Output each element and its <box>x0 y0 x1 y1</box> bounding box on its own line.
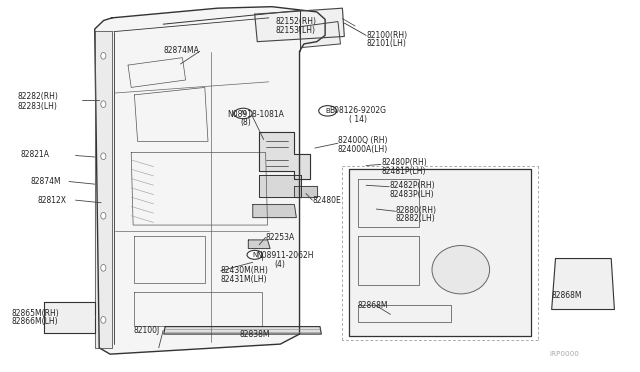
Text: N08918-1081A: N08918-1081A <box>227 110 284 119</box>
Polygon shape <box>259 175 301 197</box>
Polygon shape <box>294 186 317 197</box>
Text: 82152(RH): 82152(RH) <box>275 17 316 26</box>
Text: 82882(LH): 82882(LH) <box>396 214 435 223</box>
Text: 82868M: 82868M <box>357 301 388 310</box>
Text: 82866M(LH): 82866M(LH) <box>12 317 58 326</box>
Text: 82481P(LH): 82481P(LH) <box>381 167 426 176</box>
Text: 82100J: 82100J <box>133 326 159 335</box>
Ellipse shape <box>101 101 106 108</box>
Polygon shape <box>253 205 296 218</box>
Text: 82868M: 82868M <box>552 291 582 300</box>
Text: 82153(LH): 82153(LH) <box>275 26 315 35</box>
Text: 82483P(LH): 82483P(LH) <box>389 190 434 199</box>
Circle shape <box>234 108 252 119</box>
Polygon shape <box>164 327 321 334</box>
Text: B: B <box>325 108 330 114</box>
Text: 82482P(RH): 82482P(RH) <box>389 181 435 190</box>
Text: (8): (8) <box>240 118 251 127</box>
Ellipse shape <box>101 264 106 271</box>
Text: 82431M(LH): 82431M(LH) <box>221 275 268 284</box>
Text: 82838M: 82838M <box>240 330 271 339</box>
Text: 82874M: 82874M <box>31 177 61 186</box>
Polygon shape <box>259 132 310 179</box>
Text: N: N <box>252 252 257 258</box>
Polygon shape <box>255 8 344 42</box>
Text: 82865M(RH): 82865M(RH) <box>12 309 60 318</box>
Text: 82480E: 82480E <box>312 196 341 205</box>
Circle shape <box>319 106 337 116</box>
Text: B08126-9202G: B08126-9202G <box>330 106 387 115</box>
Text: 82282(RH): 82282(RH) <box>18 92 59 101</box>
Text: 824000A(LH): 824000A(LH) <box>338 145 388 154</box>
Text: 82100(RH): 82100(RH) <box>366 31 407 40</box>
Ellipse shape <box>101 212 106 219</box>
Ellipse shape <box>101 52 106 59</box>
Polygon shape <box>349 169 531 336</box>
Polygon shape <box>552 259 614 310</box>
Circle shape <box>247 250 262 259</box>
Text: 82430M(RH): 82430M(RH) <box>221 266 269 275</box>
Text: N: N <box>241 110 246 116</box>
Text: 82283(LH): 82283(LH) <box>18 102 58 110</box>
Text: 82480P(RH): 82480P(RH) <box>381 158 427 167</box>
Ellipse shape <box>432 246 490 294</box>
Text: N08911-2062H: N08911-2062H <box>256 251 314 260</box>
Text: 82812X: 82812X <box>37 196 66 205</box>
Polygon shape <box>95 7 325 354</box>
Text: 82400Q (RH): 82400Q (RH) <box>338 136 387 145</box>
Text: iRP0000: iRP0000 <box>549 351 579 357</box>
Text: 82821A: 82821A <box>20 150 49 159</box>
Ellipse shape <box>101 153 106 160</box>
Text: 82880(RH): 82880(RH) <box>396 206 436 215</box>
Text: 82253A: 82253A <box>266 233 295 242</box>
Text: ( 14): ( 14) <box>349 115 367 124</box>
Ellipse shape <box>101 317 106 323</box>
Polygon shape <box>95 31 112 348</box>
Text: (4): (4) <box>274 260 285 269</box>
Text: 82874MA: 82874MA <box>163 46 199 55</box>
Polygon shape <box>300 22 340 48</box>
Text: 82101(LH): 82101(LH) <box>366 39 406 48</box>
Polygon shape <box>44 302 95 333</box>
Polygon shape <box>248 240 270 248</box>
